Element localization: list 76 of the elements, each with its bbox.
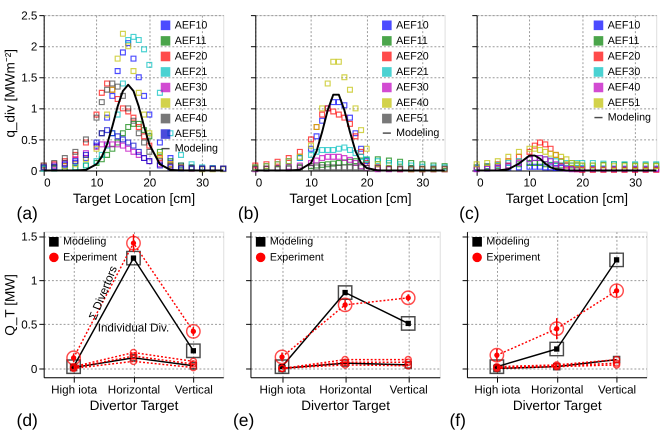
legend-label: Experiment <box>486 251 540 264</box>
y-tick-label: 0.5 <box>21 134 38 147</box>
legend-label: Modeling <box>396 127 440 140</box>
y-axis-title: Q_T [MW] <box>2 274 18 336</box>
legend-label: AEF51 <box>174 128 208 140</box>
y-tick-label: 1 <box>30 274 38 288</box>
legend-label: AEF30 <box>174 81 208 94</box>
legend-label: AEF10 <box>396 19 429 32</box>
legend-label: Modeling <box>270 236 314 248</box>
legend-label: AEF30 <box>396 81 429 94</box>
legend-label: Modeling <box>63 236 106 248</box>
y-tick-label: 0.5 <box>21 318 38 332</box>
legend-label: AEF10 <box>608 19 640 32</box>
legend-label: AEF51 <box>608 96 640 109</box>
legend-label: AEF10 <box>174 19 208 32</box>
y-tick-label: 1.5 <box>21 230 38 244</box>
legend-label: Modeling <box>486 236 530 248</box>
legend-label: Experiment <box>63 251 118 264</box>
x-tick-label: Vertical <box>390 383 428 396</box>
text: (b) <box>238 203 260 224</box>
legend-label: AEF21 <box>396 66 429 78</box>
legend-label: AEF20 <box>174 50 208 62</box>
x-tick-label: Vertical <box>598 383 636 396</box>
text: (f) <box>449 410 466 430</box>
legend-label: Modeling <box>174 142 218 155</box>
legend-label: AEF11 <box>608 34 640 47</box>
annotation: Individual Div. <box>98 322 170 335</box>
x-tick-label: High iota <box>474 383 521 396</box>
x-tick-label: 10 <box>523 176 537 190</box>
legend-label: AEF40 <box>174 112 208 124</box>
x-tick-label: Horizontal <box>108 383 160 396</box>
x-tick-label: 0 <box>477 176 484 190</box>
text: (e) <box>232 410 254 430</box>
y-tick-label: 2 <box>30 40 38 54</box>
x-tick-label: 20 <box>360 176 374 190</box>
y-tick-label: 0 <box>30 164 38 178</box>
x-tick-label: 20 <box>143 176 157 190</box>
y-axis-title: q_div [MWm⁻²] <box>2 48 18 138</box>
y-tick-label: 0 <box>30 362 38 376</box>
x-tick-label: 10 <box>305 176 318 190</box>
y-tick-label: 2.5 <box>21 10 38 23</box>
x-tick-label: High iota <box>51 383 98 396</box>
legend-label: AEF31 <box>174 96 208 109</box>
text: (a) <box>16 203 38 224</box>
x-tick-label: Horizontal <box>531 383 584 396</box>
x-tick-label: 10 <box>90 176 104 190</box>
x-axis-title: Divertor Target <box>301 398 390 413</box>
x-tick-label: 20 <box>576 176 590 190</box>
x-axis-title: Target Location [cm] <box>506 190 628 206</box>
y-tick-label: 1 <box>30 102 38 116</box>
x-tick-label: 30 <box>196 176 210 190</box>
x-tick-label: 0 <box>44 176 52 190</box>
legend-label: Modeling <box>608 111 652 124</box>
text: (c) <box>459 203 480 224</box>
x-tick-label: 30 <box>416 176 430 190</box>
x-tick-label: High iota <box>260 383 306 396</box>
legend-label: Experiment <box>270 251 324 264</box>
x-tick-label: 30 <box>629 176 643 190</box>
x-tick-label: Vertical <box>174 383 213 396</box>
legend-label: AEF11 <box>174 34 207 47</box>
legend-label: AEF20 <box>608 50 640 62</box>
legend-label: AEF20 <box>396 50 429 62</box>
text: (d) <box>16 410 38 430</box>
x-axis-title: Target Location [cm] <box>289 190 412 206</box>
y-tick-label: 1.5 <box>21 72 38 85</box>
x-tick-label: 0 <box>256 176 263 190</box>
legend-label: AEF30 <box>608 66 640 78</box>
legend-label: AEF21 <box>174 66 208 78</box>
legend-label: AEF51 <box>396 112 429 124</box>
x-axis-title: Target Location [cm] <box>72 190 196 206</box>
x-axis-title: Divertor Target <box>512 398 602 413</box>
x-axis-title: Divertor Target <box>90 398 179 413</box>
legend-label: AEF40 <box>608 81 640 94</box>
x-tick-label: Horizontal <box>319 383 372 396</box>
legend-label: AEF40 <box>396 96 429 109</box>
legend-label: AEF11 <box>396 34 428 47</box>
